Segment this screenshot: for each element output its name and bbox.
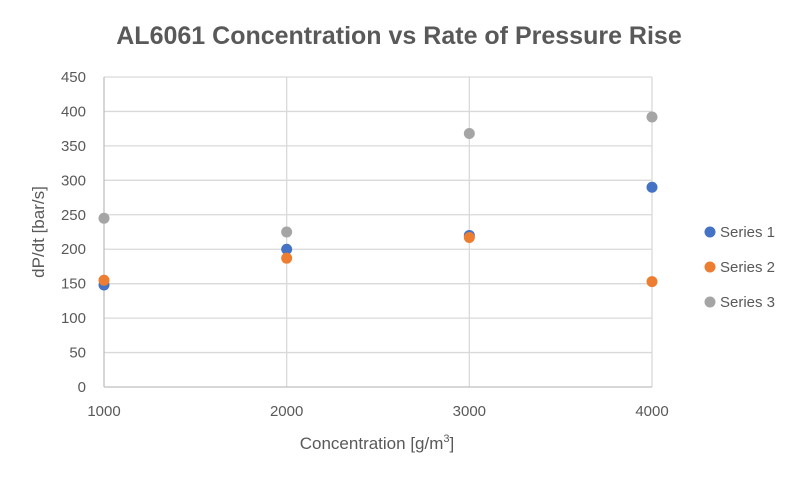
y-axis-label: dP/dt [bar/s] <box>29 186 48 278</box>
x-tick-label: 3000 <box>453 403 486 420</box>
data-points <box>98 111 658 291</box>
legend: Series 1 Series 2 Series 3 <box>704 224 775 311</box>
axes <box>103 77 652 388</box>
x-tick-label: 4000 <box>635 403 668 420</box>
data-point-series-3 <box>463 127 475 139</box>
data-point-series-1 <box>281 243 293 255</box>
x-axis-label-end: ] <box>450 434 455 453</box>
y-tick-label: 0 <box>78 379 86 396</box>
y-tick-label: 50 <box>69 345 86 362</box>
legend-label-series-1: Series 1 <box>720 224 775 241</box>
legend-marker-series-1 <box>704 226 716 238</box>
data-point-series-2 <box>646 276 658 288</box>
y-tick-label: 200 <box>61 241 86 258</box>
legend-marker-series-3 <box>704 296 716 308</box>
y-tick-label: 250 <box>61 207 86 224</box>
x-axis-label-superscript: 3 <box>443 433 449 445</box>
data-point-series-3 <box>98 212 110 224</box>
tick-labels: 0 50 100 150 200 250 300 350 400 450 1000 2000 3000 4… <box>61 69 669 420</box>
legend-label-series-3: Series 3 <box>720 294 775 311</box>
data-point-series-2 <box>281 252 293 264</box>
data-point-series-2 <box>98 274 110 286</box>
y-tick-label: 100 <box>61 310 86 327</box>
legend-marker-series-2 <box>704 261 716 273</box>
y-tick-label: 450 <box>61 69 86 86</box>
legend-label-series-2: Series 2 <box>720 259 775 276</box>
grid <box>104 76 653 387</box>
y-tick-label: 300 <box>61 172 86 189</box>
data-point-series-3 <box>281 226 293 238</box>
x-axis-label-main: Concentration [g/m <box>300 434 444 453</box>
x-tick-label: 1000 <box>87 403 120 420</box>
y-tick-label: 150 <box>61 276 86 293</box>
data-point-series-2 <box>463 232 475 244</box>
x-tick-label: 2000 <box>270 403 303 420</box>
y-tick-label: 350 <box>61 138 86 155</box>
chart-title: AL6061 Concentration vs Rate of Pressure… <box>116 22 682 50</box>
y-tick-label: 400 <box>61 103 86 120</box>
data-point-series-1 <box>646 181 658 193</box>
data-point-series-3 <box>646 111 658 123</box>
x-axis-label: Concentration [g/m3] <box>300 433 455 453</box>
